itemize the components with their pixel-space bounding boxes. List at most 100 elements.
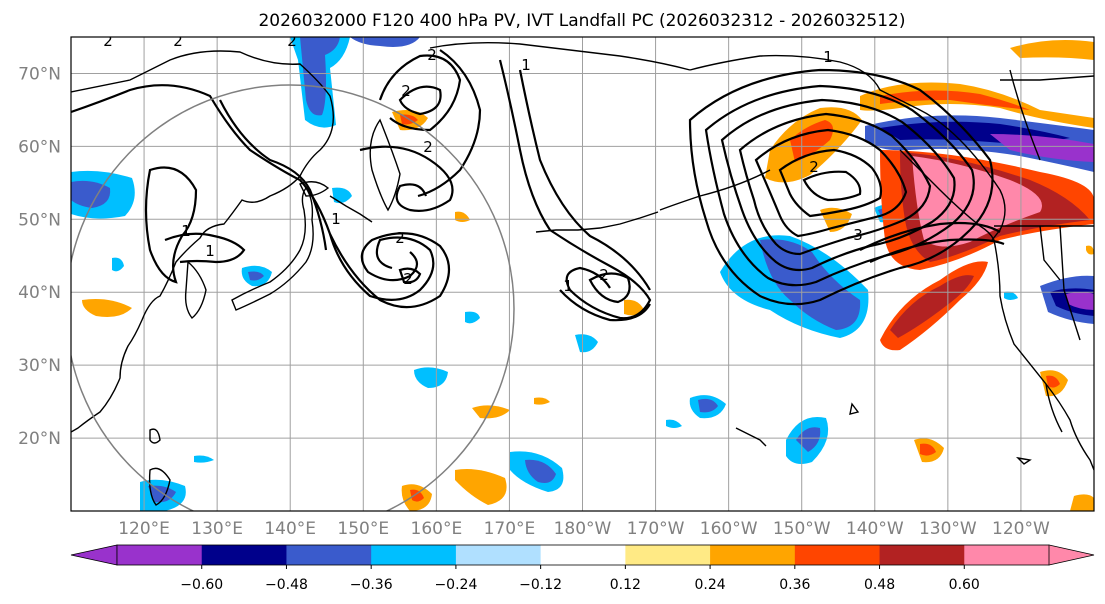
- pv-positive-region: [1046, 375, 1060, 388]
- pv-contour-line: [398, 85, 442, 116]
- latitude-axis: 70°N 60°N 50°N 40°N 30°N 20°N: [18, 64, 61, 449]
- contour-label: 2: [423, 138, 433, 156]
- colorbar-outline: [116, 544, 1050, 566]
- alaska-coastline: [689, 54, 1006, 241]
- pv-contour-line: [378, 54, 462, 132]
- lon-tick-label: 120°W: [992, 519, 1050, 539]
- pv-contour-line: [164, 232, 246, 264]
- lon-tick-label: 130°W: [919, 519, 977, 539]
- pv-contour-line: [144, 166, 198, 284]
- colorbar-tick-label: 0.24: [695, 577, 726, 593]
- pv-negative-region: [248, 271, 264, 281]
- lon-tick-label: 170°W: [627, 519, 685, 539]
- korea-coastline: [184, 260, 207, 319]
- lon-tick-label: 140°E: [264, 519, 316, 539]
- contour-label: 1: [181, 222, 191, 240]
- pv-contour-line: [704, 84, 975, 287]
- pv-contour-line: [398, 267, 422, 284]
- taiwan-coastline: [149, 428, 161, 444]
- colorbar-swatch: [879, 545, 965, 565]
- pv-positive-region: [472, 405, 510, 419]
- longitude-axis: 120°E 130°E 140°E 150°E 160°E 170°E 180°W 170°W…: [118, 519, 1050, 539]
- lon-tick-label: 150°W: [773, 519, 831, 539]
- hokkaido-coastline: [299, 181, 330, 197]
- contour-label: 2: [403, 270, 413, 288]
- state-border: [1059, 225, 1081, 341]
- colorbar-tick-label: 0.48: [864, 577, 895, 593]
- colorbar-tick-label: −0.48: [265, 577, 308, 593]
- pv-contour-line: [359, 145, 454, 212]
- colorbar-tick-label: −0.36: [350, 577, 393, 593]
- colorbar-tick-label: 0.60: [949, 577, 980, 593]
- pv-contours: [71, 49, 1005, 322]
- map-frame: [70, 36, 1095, 512]
- contour-label: 1: [563, 277, 573, 295]
- pv-contour-line: [869, 238, 1005, 264]
- pv-positive-region: [1010, 40, 1094, 60]
- lat-tick-label: 60°N: [18, 137, 61, 157]
- pv-positive-region: [410, 489, 424, 502]
- lon-tick-label: 160°W: [700, 519, 758, 539]
- pv-negative-region: [1066, 292, 1094, 310]
- hawaii-islands: [735, 427, 767, 447]
- pv-negative-region: [71, 180, 111, 208]
- pv-negative-region: [414, 367, 448, 388]
- pv-contour-line: [71, 84, 435, 301]
- pv-contour-line: [720, 98, 956, 272]
- pv-positive-region: [455, 469, 507, 505]
- pv-positive-region: [624, 299, 644, 316]
- pv-contour-line: [559, 289, 651, 322]
- lat-tick-label: 30°N: [18, 356, 61, 376]
- colorbar-extend-max: [1048, 544, 1095, 566]
- pv-negative-region: [332, 187, 352, 204]
- contour-label: 2: [809, 158, 819, 176]
- aleutian-islands: [535, 211, 659, 233]
- lat-tick-label: 50°N: [18, 210, 61, 230]
- colorbar-tick-label: −0.60: [180, 577, 223, 593]
- colorbar-swatch: [371, 545, 457, 565]
- small-island: [1015, 456, 1032, 465]
- pv-contour-line: [498, 59, 652, 320]
- colorbar-swatch: [455, 545, 542, 565]
- colorbar: −0.60 −0.48 −0.36 −0.24 −0.12 0.12 0.24 0.36 0.4…: [70, 544, 1095, 593]
- lat-tick-label: 20°N: [18, 429, 61, 449]
- pv-negative-region: [575, 334, 598, 353]
- asia-coastline: [71, 50, 334, 433]
- colorbar-swatch: [540, 545, 626, 565]
- contour-label: 2: [401, 82, 411, 100]
- lon-tick-label: 120°E: [118, 519, 170, 539]
- pv-positive-region: [534, 397, 550, 405]
- lon-tick-label: 180°W: [554, 519, 612, 539]
- contour-label: 1: [823, 48, 833, 66]
- pv-contour-line: [738, 112, 932, 256]
- pv-negative-region: [525, 459, 556, 483]
- colorbar-extend-min: [70, 544, 118, 566]
- pv-contour-line: [778, 148, 883, 218]
- pv-contour-line: [417, 49, 482, 198]
- pv-negative-region: [300, 37, 340, 116]
- lon-tick-label: 170°E: [484, 519, 536, 539]
- colorbar-swatch: [625, 545, 711, 565]
- contour-label: 1: [331, 210, 341, 228]
- colorbar-tick-label: −0.24: [434, 577, 477, 593]
- pv-positive-region: [890, 275, 974, 338]
- contour-label: 2: [427, 46, 437, 64]
- pv-contour-line: [518, 69, 651, 291]
- pv-positive-region: [1070, 494, 1094, 511]
- pv-contour-line: [754, 128, 908, 238]
- lat-tick-label: 40°N: [18, 283, 61, 303]
- kamchatka-coastline: [369, 118, 401, 212]
- colorbar-swatch: [964, 545, 1050, 565]
- colorbar-tick-label: 0.12: [610, 577, 641, 593]
- pv-contour-line: [688, 68, 994, 306]
- na-west-coastline: [993, 239, 1094, 471]
- pv-positive-region: [880, 90, 1030, 110]
- colorbar-swatch: [286, 545, 372, 565]
- state-border: [1039, 225, 1061, 281]
- contour-label: 2: [395, 229, 405, 247]
- pv-positive-region: [920, 443, 936, 456]
- siberia-coastline: [429, 41, 691, 71]
- colorbar-swatch: [201, 545, 287, 565]
